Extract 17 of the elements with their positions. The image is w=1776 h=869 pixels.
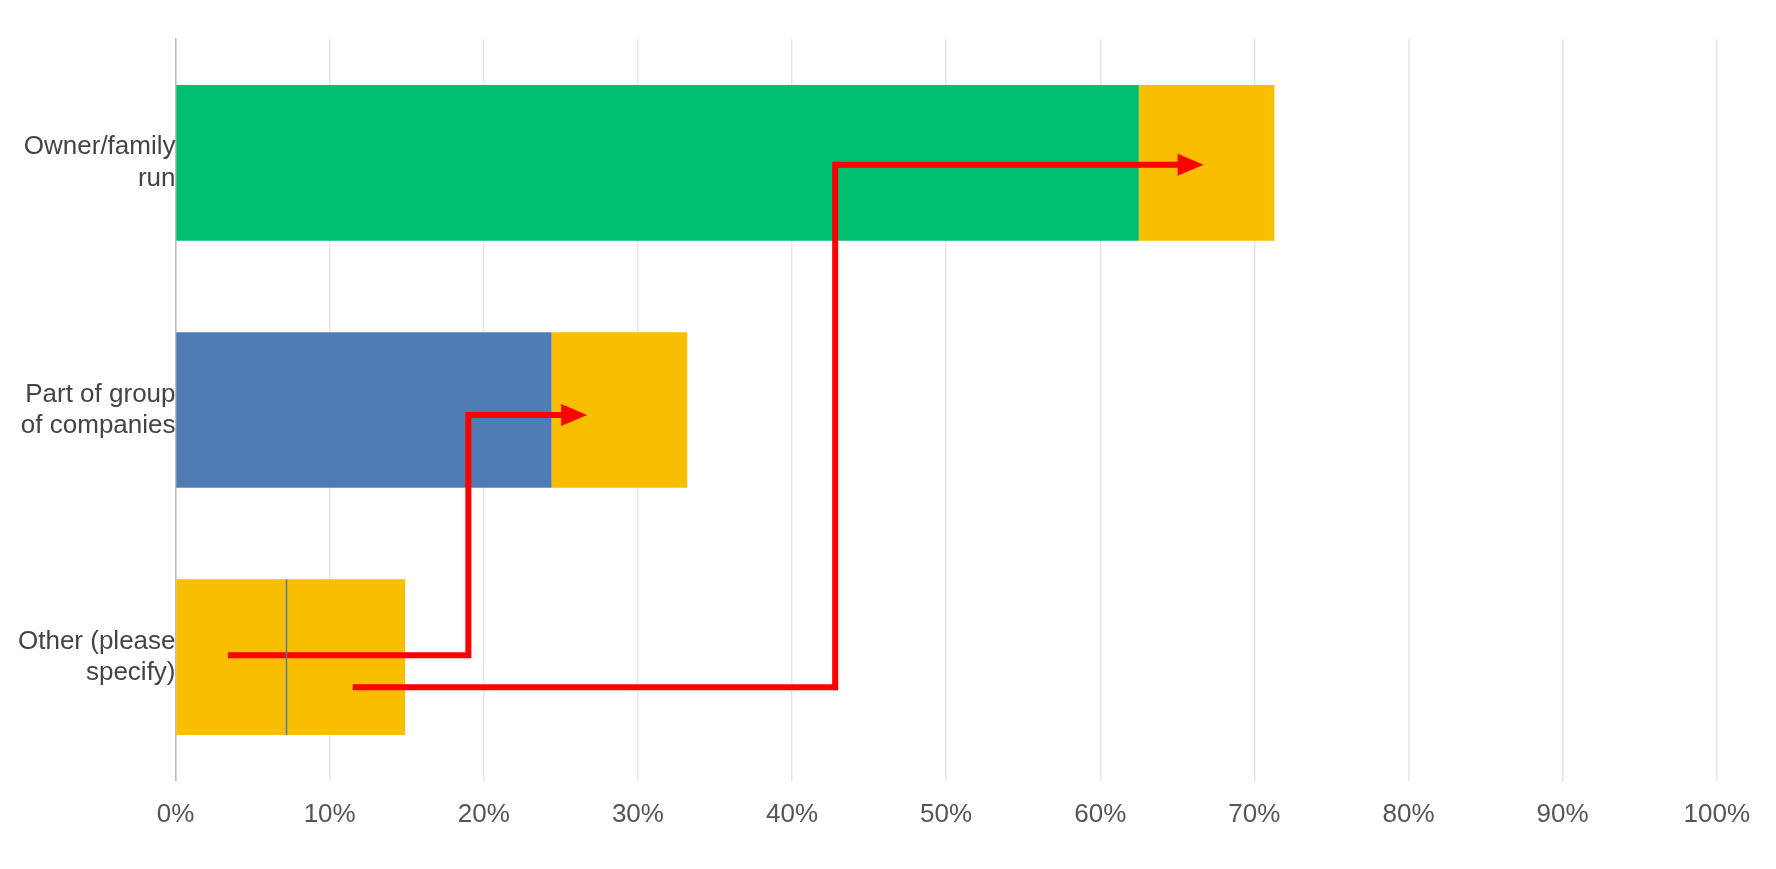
x-tick-label: 10%: [303, 797, 356, 828]
x-tick-label: 0%: [156, 797, 195, 828]
bar: [176, 84, 1139, 241]
x-tick-label: 20%: [457, 797, 510, 828]
y-tick-label: Owner/family run: [23, 130, 176, 192]
y-tick-label: Part of group of companies: [20, 377, 176, 439]
y-tick-label: Other (please specify): [17, 624, 176, 686]
x-tick-label: 30%: [611, 797, 664, 828]
x-tick-label: 60%: [1074, 797, 1127, 828]
x-tick-label: 80%: [1382, 797, 1435, 828]
x-tick-label: 100%: [1683, 797, 1750, 828]
x-tick-label: 70%: [1228, 797, 1281, 828]
x-tick-label: 40%: [765, 797, 819, 828]
x-tick-label: 50%: [920, 797, 973, 828]
bar: [1138, 84, 1275, 241]
bar: [551, 332, 688, 488]
x-tick-label: 90%: [1536, 797, 1589, 828]
